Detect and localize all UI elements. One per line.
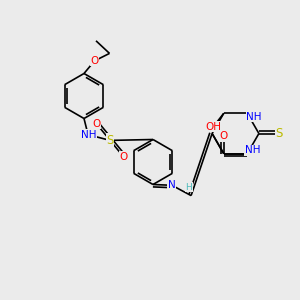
Text: NH: NH (81, 130, 96, 140)
Text: S: S (276, 127, 283, 140)
Text: NH: NH (245, 145, 260, 155)
Text: N: N (168, 180, 176, 190)
Text: H: H (185, 183, 192, 192)
Text: O: O (92, 119, 101, 129)
Text: O: O (90, 56, 99, 66)
Text: O: O (220, 131, 228, 141)
Text: S: S (106, 134, 114, 147)
Text: OH: OH (205, 122, 221, 132)
Text: O: O (119, 152, 128, 162)
Text: NH: NH (246, 112, 262, 122)
